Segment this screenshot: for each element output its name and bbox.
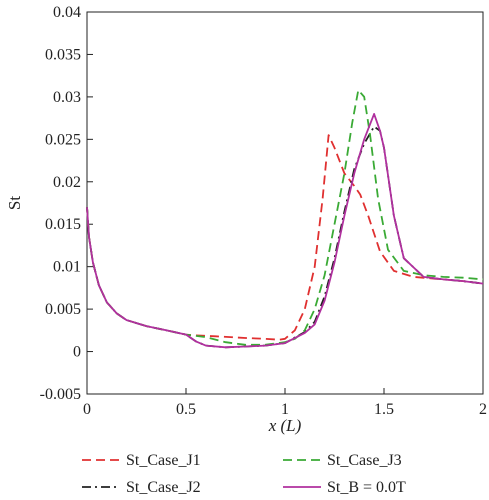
y-tick-label: -0.005 [40,386,81,403]
x-tick-label: 0 [83,401,91,418]
series-line-st-case-j1 [86,134,484,341]
y-axis-ticks: -0.005 0 0.005 0.01 0.015 0.02 0.025 0.03 0.035 0… [40,4,93,403]
y-tick-label: 0.03 [53,89,81,106]
y-tick-label: 0.01 [53,259,81,276]
y-tick-label: 0.025 [45,131,81,148]
legend-label: St_Case_J2 [126,479,201,496]
x-axis-title: x (L) [268,416,302,435]
plot-area [86,11,484,395]
y-tick-label: 0 [73,344,81,361]
y-tick-label: 0.04 [53,4,81,21]
y-axis-title: St [5,196,24,210]
x-tick-label: 2 [479,401,487,418]
legend-label: St_Case_J1 [126,452,201,469]
x-axis-ticks: 0 0.5 1 1.5 2 [83,388,487,418]
series-layer [86,89,484,349]
legend-label: St_B = 0.0T [327,479,406,496]
y-tick-label: 0.02 [53,174,81,191]
series-line-st-case-j3 [86,89,484,346]
legend: St_Case_J1 St_Case_J3 St_Case_J2 St_B = 0.0… [82,452,406,496]
y-tick-label: 0.015 [45,216,81,233]
y-tick-label: 0.035 [45,46,81,63]
x-tick-label: 1.5 [374,401,394,418]
series-line-st-b-0-0t [86,113,484,349]
series-line-st-case-j2 [86,125,484,349]
y-tick-label: 0.005 [45,301,81,318]
legend-label: St_Case_J3 [327,452,402,469]
x-tick-label: 0.5 [176,401,196,418]
x-tick-label: 1 [281,401,289,418]
